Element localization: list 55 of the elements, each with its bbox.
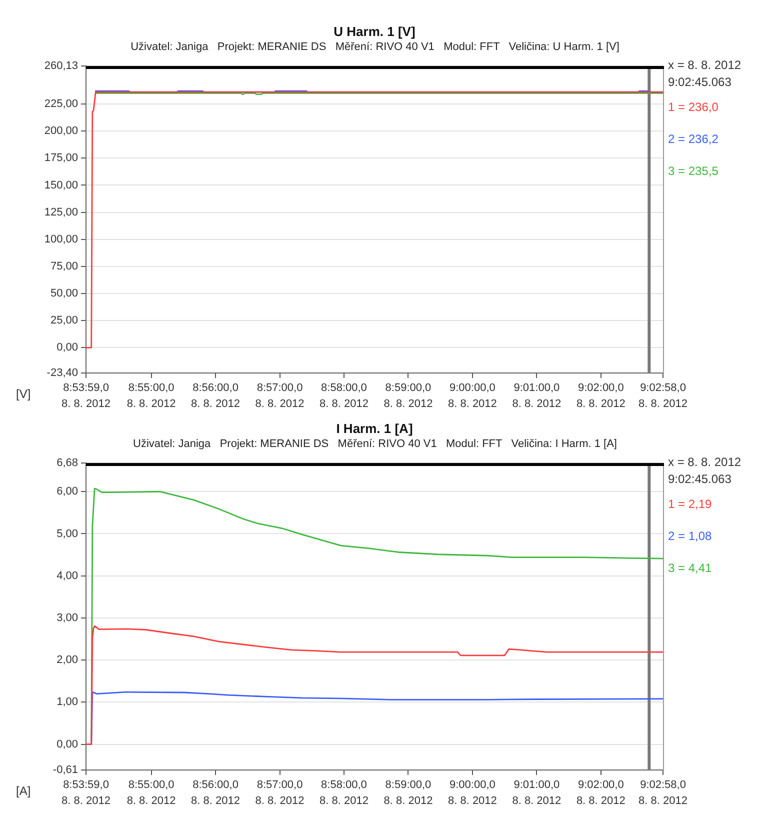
y-tick-label: 150,00 [44, 179, 78, 192]
y-tick-label: 260,13 [44, 60, 78, 72]
x-tick-label: 8:53:59,0 8. 8. 2012 [62, 779, 110, 807]
ref-line-label: x = 8. 8. 2012 9:02:45.063 [668, 454, 742, 488]
y-tick-label: -0,61 [52, 764, 78, 776]
y-tick-label: 50,00 [50, 288, 78, 300]
x-tick-label: 9:01:00,0 8. 8. 2012 [512, 779, 562, 807]
x-tick-label: 9:00:00,0 8. 8. 2012 [448, 779, 497, 807]
x-tick-label: 9:02:00,0 8. 8. 2012 [576, 382, 626, 410]
text: 2 = 236,2 [668, 132, 718, 147]
y-tick-label: 225,00 [44, 98, 78, 110]
x-tick-label: 8:58:00,0 8. 8. 2012 [320, 779, 368, 807]
y-tick-label: 3,00 [56, 612, 78, 624]
y-tick-label: 75,00 [50, 260, 78, 272]
y-tick-label: 175,00 [44, 152, 78, 164]
y-axis-title: [V] [16, 387, 31, 402]
y-tick-label: 5,00 [56, 528, 78, 540]
x-tick-label: 9:02:58,0 8. 8. 2012 [638, 382, 688, 410]
x-tick-label: 8:56:00,0 8. 8. 2012 [191, 382, 240, 410]
chart-subtitle: Uživatel: Janiga Projekt: MERANIE DS Měření: RIVO 40 V1 Modul: FFT Veličina: I Harm. 1 [A] [132, 437, 618, 451]
series-label: 1 = 236,0 [668, 100, 718, 115]
chart-subtitle: Uživatel: Janiga Projekt: MERANIE DS Měření: RIVO 40 V1 Modul: FFT Veličina: U Harm. 1 [V] [130, 40, 620, 54]
x-tick-label: 9:02:00,0 8. 8. 2012 [576, 779, 626, 807]
y-tick-label: 200,00 [44, 125, 78, 138]
text: 1 = 2,19 [668, 497, 712, 512]
x-tick-label: 8:53:59,0 8. 8. 2012 [62, 382, 110, 410]
y-axis-title: [A] [16, 784, 31, 799]
y-tick-label: 125,00 [44, 206, 78, 218]
y-tick-label: 1,00 [56, 696, 78, 708]
y-tick-label: 0,00 [56, 738, 78, 750]
series-label: 3 = 4,41 [668, 561, 712, 576]
x-tick-label: 8:56:00,0 8. 8. 2012 [191, 779, 240, 807]
y-tick-label: 0,00 [56, 342, 78, 354]
x-tick-label: 9:01:00,0 8. 8. 2012 [512, 382, 562, 410]
x-tick-label: 8:59:00,0 8. 8. 2012 [384, 382, 433, 410]
text: 3 = 235,5 [668, 164, 718, 179]
ref-line-label: x = 8. 8. 2012 9:02:45.063 [668, 57, 742, 91]
y-tick-label: 4,00 [56, 570, 78, 582]
x-tick-label: 8:55:00,0 8. 8. 2012 [126, 779, 176, 807]
x-tick-label: 8:59:00,0 8. 8. 2012 [384, 779, 433, 807]
y-tick-label: 6,68 [56, 457, 78, 470]
y-tick-label: 25,00 [50, 314, 78, 327]
x-tick-label: 9:02:58,0 8. 8. 2012 [638, 779, 688, 807]
chart-title: I Harm. 1 [A] [335, 421, 414, 437]
chart-title: U Harm. 1 [V] [332, 24, 416, 40]
y-tick-label: 2,00 [56, 654, 78, 666]
y-tick-label: 6,00 [56, 486, 78, 498]
text: 2 = 1,08 [668, 529, 712, 544]
y-tick-label: 100,00 [44, 233, 78, 246]
x-tick-label: 8:57:00,0 8. 8. 2012 [255, 382, 304, 410]
x-tick-label: 9:00:00,0 8. 8. 2012 [448, 382, 497, 410]
x-tick-label: 8:58:00,0 8. 8. 2012 [320, 382, 368, 410]
x-tick-label: 8:57:00,0 8. 8. 2012 [255, 779, 304, 807]
x-tick-label: 8:55:00,0 8. 8. 2012 [126, 382, 176, 410]
y-tick-label: -23,40 [46, 367, 78, 380]
